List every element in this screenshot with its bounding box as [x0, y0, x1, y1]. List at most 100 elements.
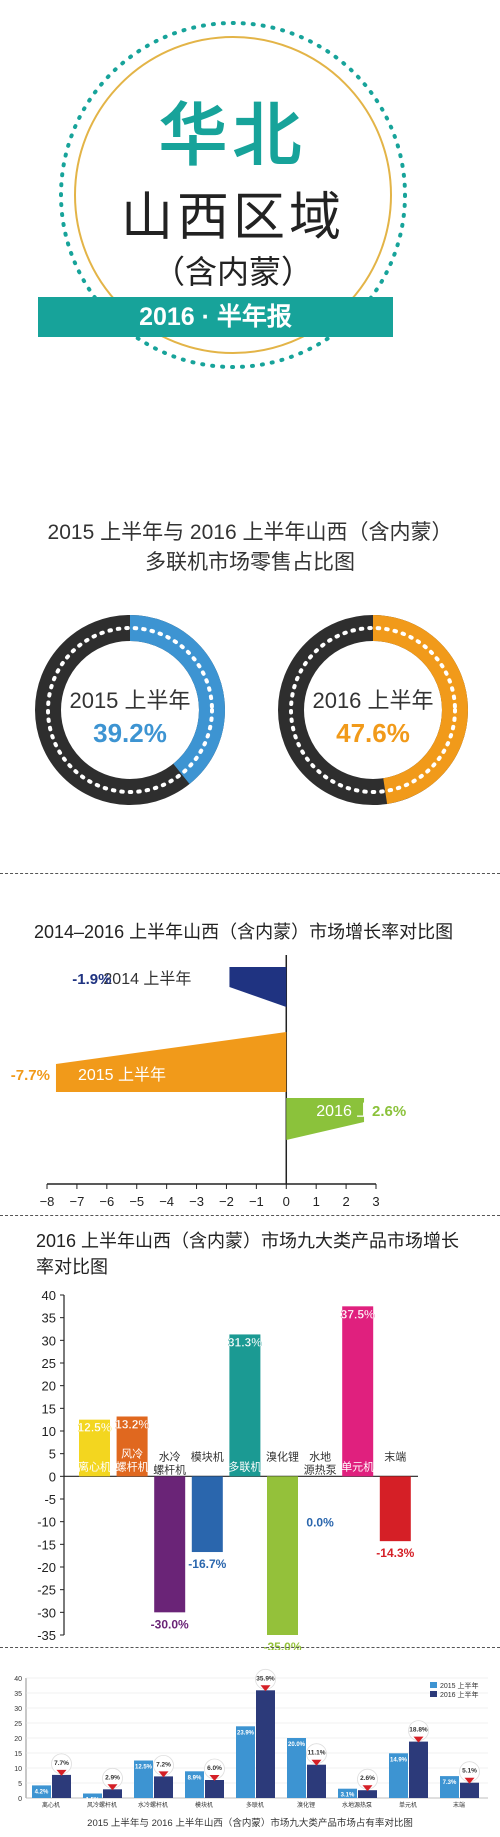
category-bar — [379, 1476, 411, 1542]
x-tick-label: −7 — [69, 1194, 84, 1209]
category-name: 源热泵 — [304, 1462, 337, 1476]
legend-swatch — [430, 1691, 437, 1697]
y-tick-label: 25 — [42, 1356, 56, 1371]
category-bar — [116, 1416, 148, 1477]
y-tick-label: -30 — [37, 1605, 56, 1620]
y-tick-label: 15 — [14, 1751, 22, 1758]
growth-bar-value: -1.9% — [72, 971, 111, 988]
share-bar — [256, 1690, 275, 1798]
legend-swatch — [430, 1682, 437, 1688]
category-name: 水冷 — [159, 1450, 181, 1463]
share-category-label: 离心机 — [42, 1801, 60, 1809]
outer-dotted-ring — [59, 21, 407, 369]
share-value-label: 3.1% — [341, 1793, 355, 1799]
share-bar — [338, 1788, 357, 1798]
category-name: 末端 — [384, 1449, 406, 1463]
donut-dotted-ring — [46, 626, 214, 794]
section-divider-2 — [0, 1215, 500, 1216]
x-tick-label: −2 — [219, 1194, 234, 1209]
share-bar — [32, 1785, 51, 1798]
share-value-label: 7.2% — [156, 1761, 171, 1768]
y-tick-label: -10 — [37, 1515, 56, 1530]
category-value-label: -30.0% — [151, 1617, 189, 1631]
emblem-rings — [59, 21, 407, 369]
category-value-label: 13.2% — [115, 1417, 149, 1431]
x-tick-label: −1 — [249, 1194, 264, 1209]
share-value-label: 2.6% — [360, 1775, 375, 1782]
y-tick-label: 5 — [18, 1781, 22, 1788]
category-bar — [79, 1419, 110, 1477]
share-value-label: 8.9% — [188, 1775, 202, 1781]
donut-value-label: 39.2% — [93, 718, 167, 748]
y-tick-label: -15 — [37, 1537, 56, 1552]
share-value-label: 23.9% — [237, 1730, 255, 1736]
y-tick-label: 10 — [42, 1424, 56, 1439]
market-share-chart: 40 35 30 25 20 15 10 5 0 4.2% 7.7% 离心机 1.5% 2.9% 风冷螺杆机… — [14, 1668, 488, 1829]
category-bar — [191, 1476, 223, 1553]
section-divider-3 — [0, 1647, 500, 1648]
category-bar — [229, 1334, 261, 1477]
share-bar — [287, 1738, 306, 1798]
share-marker-arrow — [311, 1759, 322, 1766]
category-growth-title-line1: 2016 上半年山西（含内蒙）市场九大类产品市场增长 — [36, 1231, 460, 1251]
share-bar — [134, 1760, 153, 1798]
x-tick-label: 0 — [283, 1194, 290, 1209]
growth-bar — [229, 967, 287, 1007]
share-value-label: 12.5% — [135, 1765, 153, 1771]
share-value-label: 18.8% — [409, 1727, 428, 1734]
category-value-label: 12.5% — [77, 1421, 111, 1435]
y-tick-label: 30 — [42, 1333, 56, 1348]
share-marker-arrow — [260, 1685, 271, 1692]
category-name: 水地 — [309, 1450, 331, 1463]
category-bar — [154, 1476, 186, 1613]
share-bar — [409, 1741, 428, 1798]
share-marker-arrow — [413, 1736, 424, 1743]
share-bar — [83, 1793, 102, 1798]
category-growth-title-line2: 率对比图 — [36, 1257, 108, 1277]
y-tick-label: 25 — [14, 1721, 22, 1728]
share-chart-title: 2015 上半年与 2016 上半年山西（含内蒙）市场九大类产品市场占有率对比图 — [87, 1817, 413, 1829]
y-tick-label: -20 — [37, 1560, 56, 1575]
y-tick-label: 20 — [42, 1379, 56, 1394]
share-category-label: 多联机 — [246, 1801, 264, 1809]
category-value-label: 37.5% — [341, 1307, 375, 1321]
y-tick-label: 35 — [42, 1311, 56, 1326]
share-marker-arrow — [107, 1784, 118, 1791]
category-name: 离心机 — [78, 1459, 111, 1473]
category-name: 模块机 — [191, 1449, 224, 1463]
share-marker-arrow — [362, 1785, 373, 1792]
inner-gold-ring — [74, 36, 392, 354]
y-tick-label: -25 — [37, 1583, 56, 1598]
share-marker-arrow — [464, 1777, 475, 1784]
y-tick-label: 40 — [42, 1290, 56, 1303]
growth-chart-title: 2014–2016 上半年山西（含内蒙）市场增长率对比图 — [34, 922, 454, 942]
growth-bar — [55, 1032, 287, 1092]
y-tick-label: 20 — [14, 1736, 22, 1743]
share-bar — [205, 1780, 224, 1798]
share-value-label: 7.3% — [443, 1780, 457, 1786]
y-tick-label: 0 — [49, 1469, 56, 1484]
category-name: 螺杆机 — [116, 1459, 149, 1473]
share-value-label: 11.1% — [307, 1750, 325, 1757]
share-bar — [236, 1726, 255, 1798]
growth-bar-value: -7.7% — [11, 1067, 50, 1084]
share-bar — [103, 1789, 122, 1798]
donut-chart: 2015 上半年 39.2% 2016 上半年 47.6% — [35, 615, 468, 805]
y-tick-label: -35 — [37, 1628, 56, 1643]
category-name: 单元机 — [341, 1459, 374, 1473]
share-value-label: 35.9% — [256, 1675, 275, 1682]
share-bar — [440, 1776, 459, 1798]
category-bar — [267, 1476, 298, 1635]
category-name: 风冷 — [121, 1447, 143, 1460]
y-tick-label: 35 — [14, 1691, 22, 1698]
share-value-label: 14.9% — [390, 1757, 408, 1763]
growth-bar-value: 2.6% — [372, 1103, 406, 1120]
donut-label: 2016 上半年 — [312, 688, 433, 713]
y-tick-label: -5 — [44, 1492, 56, 1507]
share-bar — [307, 1764, 326, 1798]
share-bar — [460, 1782, 479, 1798]
region-note: （含内蒙） — [152, 254, 313, 290]
growth-rate-chart: −8 −7 −6 −5 −4 −3 −2 −1 0 1 2 3 2014 上半年-1.9% 2015 上半… — [11, 955, 406, 1209]
y-tick-label: 0 — [18, 1796, 22, 1803]
donut-label: 2015 上半年 — [69, 688, 190, 713]
